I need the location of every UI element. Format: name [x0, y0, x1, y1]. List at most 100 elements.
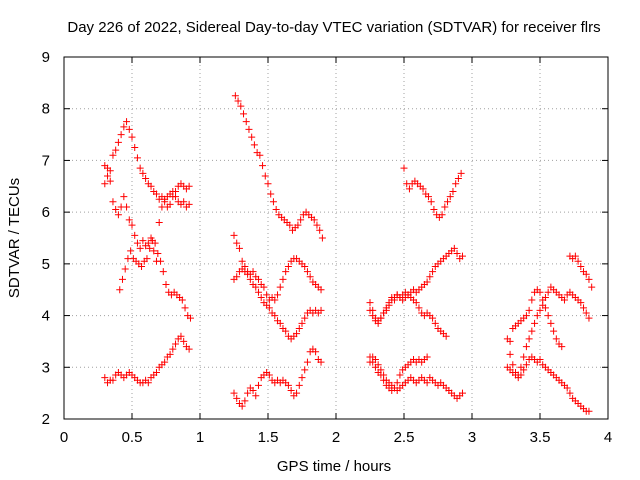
data-point — [109, 198, 117, 206]
data-point — [151, 239, 159, 247]
grid-lines — [64, 57, 608, 419]
y-tick-label: 6 — [42, 204, 50, 221]
data-point — [128, 221, 136, 229]
series-track-2c — [230, 265, 325, 343]
data-point — [230, 389, 238, 397]
data-point — [310, 216, 318, 224]
data-point — [506, 337, 514, 345]
data-point — [282, 268, 290, 276]
data-point — [127, 247, 135, 255]
data-point — [415, 304, 423, 312]
data-point — [166, 350, 174, 358]
data-point — [274, 291, 282, 299]
data-point — [520, 366, 528, 374]
data-point — [112, 206, 120, 214]
data-point — [185, 182, 193, 190]
data-point — [276, 283, 284, 291]
data-point — [423, 353, 431, 361]
data-point — [371, 356, 379, 364]
data-point — [233, 394, 241, 402]
data-point — [585, 314, 593, 322]
data-point — [446, 193, 454, 201]
x-tick-label: 1 — [196, 429, 204, 446]
data-point — [539, 301, 547, 309]
data-point — [249, 387, 257, 395]
data-point — [423, 379, 431, 387]
data-point — [254, 288, 262, 296]
data-point — [517, 371, 525, 379]
data-point — [143, 255, 151, 263]
data-point — [161, 198, 169, 206]
y-tick-label: 8 — [42, 101, 50, 118]
series-track-1d — [101, 332, 193, 387]
data-point — [260, 283, 268, 291]
data-point — [506, 350, 514, 358]
data-point — [427, 198, 435, 206]
data-point — [544, 312, 552, 320]
data-point — [109, 376, 117, 384]
series-track-2b — [230, 231, 325, 304]
data-point — [114, 138, 122, 146]
data-point — [374, 361, 382, 369]
data-point — [560, 296, 568, 304]
data-point — [133, 239, 141, 247]
data-point — [238, 257, 246, 265]
data-point — [377, 366, 385, 374]
data-point — [116, 286, 124, 294]
data-point — [261, 172, 269, 180]
data-point — [181, 304, 189, 312]
data-point — [276, 319, 284, 327]
data-point — [528, 327, 536, 335]
data-point — [136, 164, 144, 172]
x-tick-label: 4 — [604, 429, 612, 446]
data-point — [254, 275, 262, 283]
data-point — [522, 343, 530, 351]
series-track-4c — [503, 353, 593, 415]
data-point — [297, 216, 305, 224]
data-point — [264, 180, 272, 188]
data-point — [256, 151, 264, 159]
data-point — [582, 270, 590, 278]
chart-title: Day 226 of 2022, Sidereal Day-to-day VTE… — [67, 19, 600, 36]
data-point — [550, 327, 558, 335]
data-point — [390, 296, 398, 304]
data-point — [366, 358, 374, 366]
data-point — [240, 110, 248, 118]
data-point — [449, 187, 457, 195]
data-point — [169, 345, 177, 353]
data-point — [525, 335, 533, 343]
data-point — [369, 312, 377, 320]
data-point — [536, 306, 544, 314]
data-point — [286, 221, 294, 229]
data-point — [114, 211, 122, 219]
data-point — [547, 319, 555, 327]
data-point — [585, 407, 593, 415]
data-point — [525, 306, 533, 314]
data-point — [244, 389, 252, 397]
data-point — [374, 319, 382, 327]
data-point — [457, 169, 465, 177]
data-point — [237, 102, 245, 110]
data-point — [424, 193, 432, 201]
data-point — [563, 384, 571, 392]
data-point — [430, 206, 438, 214]
data-point — [245, 125, 253, 133]
y-tick-label: 9 — [42, 49, 50, 66]
data-point — [533, 312, 541, 320]
data-point — [544, 288, 552, 296]
data-point — [380, 309, 388, 317]
data-point — [531, 319, 539, 327]
data-point — [254, 381, 262, 389]
x-tick-labels: 0 0.5 1 1.5 2 2.5 3 3.5 4 — [60, 429, 612, 446]
data-point — [259, 162, 267, 170]
data-point — [458, 252, 466, 260]
data-point — [158, 193, 166, 201]
data-point — [454, 175, 462, 183]
y-tick-label: 2 — [42, 411, 50, 428]
data-point — [123, 118, 131, 126]
data-point — [136, 244, 144, 252]
data-point — [172, 187, 180, 195]
data-point — [301, 366, 309, 374]
data-point — [306, 273, 314, 281]
